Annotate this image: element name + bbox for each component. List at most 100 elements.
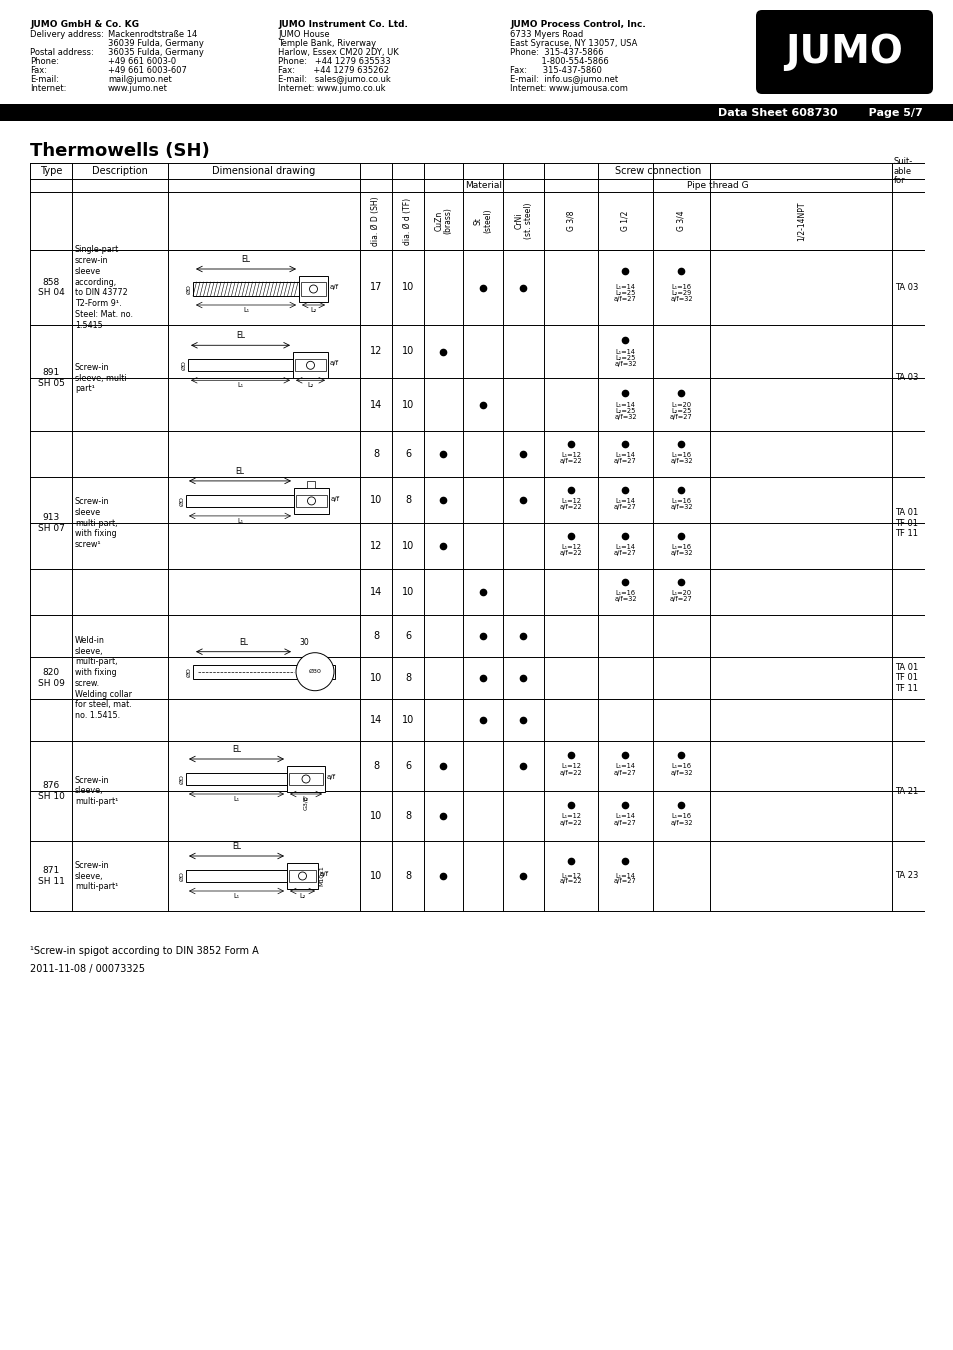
Bar — [186, 495, 294, 506]
Text: EL: EL — [235, 467, 244, 477]
Text: East Syracuse, NY 13057, USA: East Syracuse, NY 13057, USA — [510, 39, 637, 49]
Circle shape — [295, 652, 334, 691]
Text: Screw-in
sleeve
multi-part,
with fixing
screw¹: Screw-in sleeve multi-part, with fixing … — [75, 497, 117, 549]
Text: JUMO Instrument Co. Ltd.: JUMO Instrument Co. Ltd. — [277, 20, 408, 28]
Text: 10: 10 — [401, 716, 414, 725]
Text: 10: 10 — [401, 282, 414, 293]
Text: L₁=12
a/f=22: L₁=12 a/f=22 — [559, 764, 581, 775]
Bar — [295, 495, 327, 506]
Text: Pipe thread G: Pipe thread G — [686, 181, 748, 190]
Text: L₂: L₂ — [302, 796, 309, 802]
Bar — [193, 664, 335, 679]
Text: 891
SH 05: 891 SH 05 — [37, 369, 65, 387]
Bar — [298, 275, 328, 302]
Text: 6: 6 — [404, 450, 411, 459]
Text: L₁=14
a/f=27: L₁=14 a/f=27 — [614, 814, 637, 825]
Text: 10: 10 — [401, 541, 414, 551]
Text: L₁: L₁ — [237, 382, 243, 389]
Text: EL: EL — [241, 255, 251, 265]
Text: TA 01
TF 01
TF 11: TA 01 TF 01 TF 11 — [894, 508, 918, 537]
Text: G 3/4: G 3/4 — [677, 211, 685, 231]
Text: Suit-
able
for: Suit- able for — [893, 157, 912, 185]
Text: Harlow, Essex CM20 2DY, UK: Harlow, Essex CM20 2DY, UK — [277, 49, 398, 57]
Bar — [0, 104, 953, 122]
Circle shape — [306, 362, 314, 370]
Text: Dimensional drawing: Dimensional drawing — [213, 166, 315, 176]
Text: G 3/8: G 3/8 — [566, 211, 575, 231]
Text: E-mail:  info.us@jumo.net: E-mail: info.us@jumo.net — [510, 76, 618, 84]
Text: L₁=12
a/f=22: L₁=12 a/f=22 — [559, 814, 581, 825]
Text: L₂: L₂ — [307, 382, 314, 389]
Text: JUMO: JUMO — [784, 32, 902, 72]
Circle shape — [298, 872, 306, 880]
Text: L₁=16
a/f=32: L₁=16 a/f=32 — [670, 544, 692, 556]
Text: 8: 8 — [373, 630, 378, 641]
Text: E-mail:   sales@jumo.co.uk: E-mail: sales@jumo.co.uk — [277, 76, 391, 84]
Text: 14: 14 — [370, 400, 382, 409]
Text: 858
SH 04: 858 SH 04 — [37, 278, 64, 297]
Text: 10: 10 — [370, 811, 382, 821]
Text: Mackenrodtstraße 14: Mackenrodtstraße 14 — [108, 30, 197, 39]
Text: ØD: ØD — [187, 667, 192, 676]
Text: ØD: ØD — [180, 871, 185, 882]
Text: L₁=14
a/f=27: L₁=14 a/f=27 — [614, 544, 637, 556]
Text: Thermowells (SH): Thermowells (SH) — [30, 142, 210, 161]
Text: Fax:       +44 1279 635262: Fax: +44 1279 635262 — [277, 66, 389, 76]
Text: 10: 10 — [370, 871, 382, 882]
Bar — [294, 359, 326, 371]
Text: L₁=14
L₂=25
a/f=32: L₁=14 L₂=25 a/f=32 — [614, 348, 637, 367]
Text: 14: 14 — [370, 587, 382, 597]
Text: Fax:      315-437-5860: Fax: 315-437-5860 — [510, 66, 601, 76]
Text: L₁=12
a/f=22: L₁=12 a/f=22 — [559, 872, 581, 884]
Text: Phone:: Phone: — [30, 57, 59, 66]
Text: ¹Screw-in spigot according to DIN 3852 Form A: ¹Screw-in spigot according to DIN 3852 F… — [30, 946, 258, 956]
Text: ØD: ØD — [180, 495, 185, 506]
Text: 820
SH 09: 820 SH 09 — [37, 668, 65, 687]
Text: Postal address:: Postal address: — [30, 49, 93, 57]
Text: L₁=20
a/f=27: L₁=20 a/f=27 — [669, 590, 692, 602]
Circle shape — [307, 497, 315, 505]
Text: L₁: L₁ — [233, 892, 239, 899]
Text: 1-800-554-5866: 1-800-554-5866 — [510, 57, 608, 66]
Text: 10: 10 — [370, 495, 382, 505]
Text: Screw connection: Screw connection — [615, 166, 700, 176]
Text: TA 01
TF 01
TF 11: TA 01 TF 01 TF 11 — [894, 663, 918, 693]
Text: mail@jumo.net: mail@jumo.net — [108, 76, 172, 84]
Text: 10: 10 — [401, 587, 414, 597]
Text: EL: EL — [235, 331, 245, 340]
Text: 10: 10 — [370, 674, 382, 683]
Text: a/f: a/f — [331, 495, 340, 502]
Bar — [188, 359, 293, 371]
Text: L₁=16
a/f=32: L₁=16 a/f=32 — [670, 764, 692, 775]
Bar — [293, 352, 328, 378]
Text: Material: Material — [465, 181, 502, 190]
Text: 14: 14 — [370, 716, 382, 725]
Text: CuZn
(brass): CuZn (brass) — [434, 208, 453, 235]
Text: Single-part
screw-in
sleeve
according,
to DIN 43772
T2-Form 9¹.
Steel: Mat. no.
: Single-part screw-in sleeve according, t… — [75, 246, 132, 329]
Text: 2011-11-08 / 00073325: 2011-11-08 / 00073325 — [30, 964, 145, 973]
Text: 12: 12 — [370, 541, 382, 551]
Text: 10: 10 — [401, 347, 414, 356]
Text: Data Sheet 608730        Page 5/7: Data Sheet 608730 Page 5/7 — [717, 108, 922, 117]
Text: JUMO House: JUMO House — [277, 30, 330, 39]
Text: L₁=16
a/f=32: L₁=16 a/f=32 — [614, 590, 637, 602]
Text: E-mail:: E-mail: — [30, 76, 59, 84]
Bar — [307, 481, 315, 487]
Text: EL: EL — [232, 842, 241, 850]
Text: L₁=16
a/f=32: L₁=16 a/f=32 — [670, 452, 692, 463]
Text: TA 03: TA 03 — [894, 374, 918, 382]
Text: L₁=12
a/f=22: L₁=12 a/f=22 — [559, 544, 581, 556]
Text: Screw-in
sleeve,
multi-part¹: Screw-in sleeve, multi-part¹ — [75, 776, 118, 806]
Text: 8: 8 — [373, 450, 378, 459]
Text: TA 03: TA 03 — [894, 284, 918, 292]
Text: L₁=14
a/f=27: L₁=14 a/f=27 — [614, 498, 637, 510]
Bar — [287, 765, 325, 792]
Text: Internet:: Internet: — [30, 84, 67, 93]
Bar — [186, 774, 287, 784]
Text: Internet: www.jumo.co.uk: Internet: www.jumo.co.uk — [277, 84, 385, 93]
Text: dia. Ø D (SH): dia. Ø D (SH) — [371, 196, 380, 246]
Text: Ø30: Ø30 — [308, 670, 321, 674]
Text: L₁: L₁ — [236, 518, 243, 524]
Text: a/f: a/f — [319, 871, 329, 878]
Text: Delivery address:: Delivery address: — [30, 30, 104, 39]
